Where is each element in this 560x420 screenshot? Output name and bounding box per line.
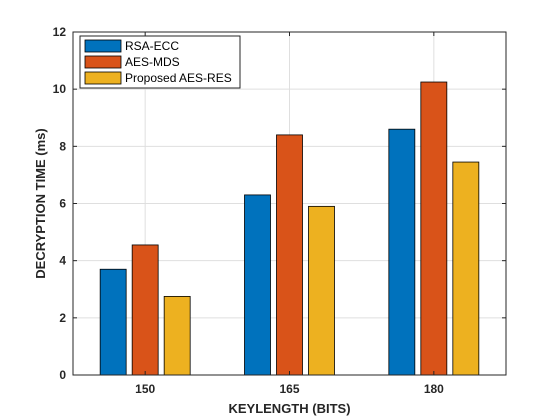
bar-aes-mds-180 xyxy=(420,81,448,376)
bar-rsa-ecc-180 xyxy=(388,128,416,376)
legend-label: RSA-ECC xyxy=(125,39,179,53)
x-axis-ticks: 150 165 180 xyxy=(135,32,444,396)
x-tick-label: 180 xyxy=(424,382,444,396)
bar-aes-mds-165 xyxy=(276,134,303,376)
bars xyxy=(99,81,480,376)
y-tick-label: 12 xyxy=(53,25,67,39)
y-tick-label: 10 xyxy=(53,82,67,96)
bar-rsa-ecc-150 xyxy=(99,268,127,376)
x-tick-label: 165 xyxy=(279,382,299,396)
legend-label: AES-MDS xyxy=(125,55,180,69)
legend-swatch xyxy=(84,39,122,53)
y-tick-label: 8 xyxy=(59,139,66,153)
legend-label: Proposed AES-RES xyxy=(125,71,232,85)
legend: RSA-ECC AES-MDS Proposed AES-RES xyxy=(79,35,241,89)
bar-proposed-aes-res-180 xyxy=(452,161,480,376)
y-axis-ticks: 0 2 4 6 8 10 12 xyxy=(53,25,506,382)
y-tick-label: 2 xyxy=(59,311,66,325)
bar-rsa-ecc-165 xyxy=(244,194,271,376)
x-tick-label: 150 xyxy=(135,382,155,396)
y-tick-label: 4 xyxy=(59,254,66,268)
x-axis-title: KEYLENGTH (BITS) xyxy=(228,401,350,416)
bar-aes-mds-150 xyxy=(131,244,159,376)
legend-swatch xyxy=(84,71,122,85)
bar-proposed-aes-res-165 xyxy=(308,205,335,376)
y-axis-title: DECRYPTION TIME (ms) xyxy=(33,128,48,278)
legend-swatch xyxy=(84,55,122,69)
bar-proposed-aes-res-150 xyxy=(163,295,191,376)
y-tick-label: 0 xyxy=(59,368,66,382)
y-tick-label: 6 xyxy=(59,197,66,211)
